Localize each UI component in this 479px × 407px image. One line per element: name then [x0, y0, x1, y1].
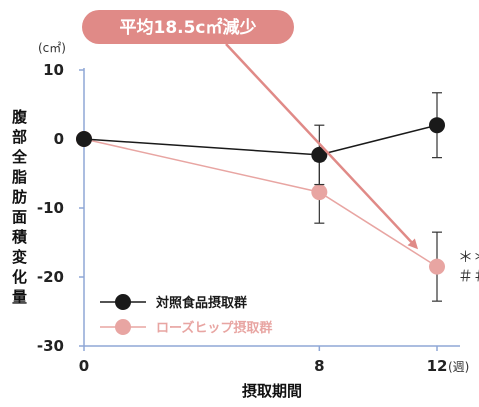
x-tick-label: 0: [79, 357, 89, 375]
data-point-control: [76, 131, 92, 147]
series-line-rosehip: [83, 138, 438, 268]
y-axis-label-char: 量: [12, 288, 27, 306]
x-unit-label: (週): [448, 360, 469, 374]
legend: 対照食品摂取群 ローズヒップ摂取群: [100, 294, 272, 336]
callout: 平均18.5c㎡減少: [82, 10, 419, 250]
y-axis-label-char: 面: [12, 208, 27, 226]
legend-marker-rosehip: [115, 319, 131, 335]
y-axis-label-char: 化: [12, 268, 27, 286]
y-unit-label: (c㎡): [38, 41, 66, 55]
callout-text: 平均18.5c㎡減少: [119, 17, 256, 38]
callout-arrow: [225, 43, 419, 250]
legend-label-rosehip: ローズヒップ摂取群: [156, 320, 272, 336]
y-tick-label: -20: [37, 268, 64, 286]
data-point-rosehip: [311, 184, 328, 201]
y-axis-label-char: 変: [12, 248, 27, 266]
data-point-control: [311, 146, 328, 163]
x-tick-label: 8: [314, 357, 324, 375]
y-tick-label: -10: [37, 199, 64, 217]
legend-label-control: 対照食品摂取群: [155, 295, 247, 311]
y-tick-label: -30: [37, 337, 64, 355]
y-axis-label-char: 脂: [12, 168, 27, 186]
y-axis-label-char: 腹: [12, 108, 28, 126]
y-axis-label-char: 肪: [12, 188, 27, 206]
x-tick-label: 12: [427, 357, 448, 375]
y-tick-label: 10: [43, 61, 64, 79]
data-point-rosehip: [429, 258, 445, 275]
y-tick-label: 0: [54, 130, 64, 148]
significance-mark-2: ＃＃: [458, 267, 479, 285]
x-axis-label: 摂取期間: [242, 382, 302, 400]
callout-box: [82, 10, 294, 44]
legend-marker-control: [115, 294, 131, 310]
significance-mark-1: ＊＊: [458, 248, 479, 266]
data-point-control: [429, 117, 445, 134]
y-axis-label-char: 積: [11, 228, 28, 246]
y-axis-label-char: 全: [11, 148, 28, 166]
y-ticks: 10 0 -10 -20 -30: [37, 61, 84, 355]
x-ticks: 0 8 12: [79, 346, 448, 375]
y-axis-label-char: 部: [12, 128, 27, 146]
series-group: [76, 92, 445, 302]
